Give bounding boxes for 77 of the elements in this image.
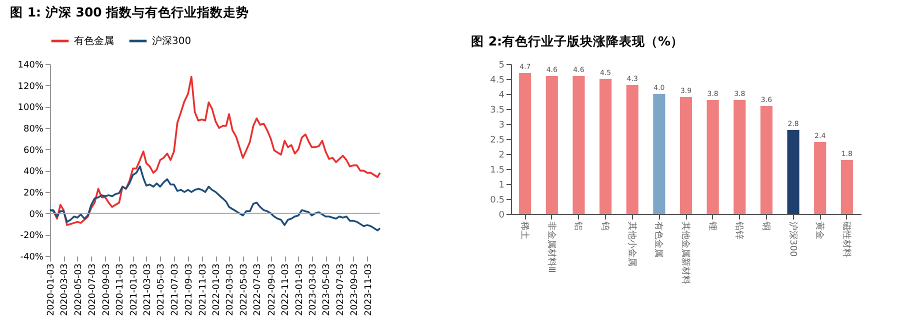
legend-label: 沪深300 xyxy=(152,35,192,47)
y-tick-label: -20% xyxy=(20,231,44,242)
x-tick-label: 铝 xyxy=(572,220,584,230)
y-tick-label: 140% xyxy=(18,60,44,70)
y-tick-label: 120% xyxy=(18,82,44,92)
y-tick-label: 60% xyxy=(23,146,44,156)
bar xyxy=(626,85,638,214)
y-tick-label: 0% xyxy=(29,210,44,220)
y-tick-label: 100% xyxy=(18,103,44,114)
x-tick-label: 2020-05-03 xyxy=(74,264,84,316)
bar xyxy=(600,79,612,214)
bar xyxy=(734,100,746,214)
x-tick-label: 其他金属新材料 xyxy=(680,222,691,284)
x-tick-label: 2021-03-03 xyxy=(142,264,153,316)
y-tick-label: 2.5 xyxy=(490,136,504,146)
x-tick-label: 2023-07-03 xyxy=(336,264,346,316)
x-tick-label: 2023-05-03 xyxy=(322,264,332,316)
x-tick-label: 2022-01-03 xyxy=(212,264,222,316)
x-tick-label: 2023-09-03 xyxy=(350,264,360,316)
x-tick-label: 2023-11-03 xyxy=(364,264,374,316)
x-tick-label: 2022-11-03 xyxy=(281,264,292,316)
x-tick-label: 2023-01-03 xyxy=(294,264,305,316)
bar xyxy=(680,97,692,214)
bar xyxy=(706,100,719,214)
bar xyxy=(572,76,585,214)
x-tick-label: 2022-07-03 xyxy=(253,264,264,316)
x-tick-label: 2021-11-03 xyxy=(198,264,208,316)
chart-title: 图 1: 沪深 300 指数与有色行业指数走势 xyxy=(10,4,250,20)
y-tick-label: 40% xyxy=(23,167,44,178)
x-tick-label: 2021-01-03 xyxy=(129,264,140,316)
x-tick-label: 2020-01-03 xyxy=(46,264,56,316)
y-tick-label: 1 xyxy=(498,180,504,190)
line-series xyxy=(49,166,381,232)
y-tick-label: 2 xyxy=(498,150,504,160)
bar xyxy=(840,160,853,214)
y-tick-label: 4 xyxy=(498,90,505,100)
y-tick-label: 1.5 xyxy=(490,166,504,176)
y-tick-label: -40% xyxy=(20,252,44,262)
y-tick-label: 4.5 xyxy=(490,76,504,86)
chart-title: 图 2:有色行业子版块涨降表现（%） xyxy=(471,34,684,48)
y-tick-label: 3.5 xyxy=(490,106,504,116)
legend-label: 有色金属 xyxy=(74,35,114,47)
x-tick-label: 2022-03-03 xyxy=(226,264,236,316)
x-tick-label: 钨 xyxy=(600,220,611,230)
x-tick-label: 其他小金属 xyxy=(626,222,638,266)
x-tick-label: 2021-05-03 xyxy=(156,264,167,316)
y-tick-label: 0.5 xyxy=(490,196,504,206)
x-tick-label: 2021-09-03 xyxy=(184,264,195,316)
x-tick-label: 黄金 xyxy=(814,222,826,240)
y-tick-label: 0 xyxy=(498,210,505,220)
x-tick-label: 2020-07-03 xyxy=(88,264,98,316)
x-tick-label: 有色金属 xyxy=(653,222,664,258)
x-tick-label: 2023-03-03 xyxy=(308,264,318,316)
x-tick-label: 2022-09-03 xyxy=(267,264,278,316)
y-tick-label: 80% xyxy=(23,124,44,134)
line-series xyxy=(49,76,381,226)
x-tick-label: 铜 xyxy=(760,220,772,230)
x-tick-label: 非金属材料Ⅲ xyxy=(546,222,557,273)
x-tick-label: 2021-07-03 xyxy=(170,264,180,316)
bar xyxy=(519,73,532,214)
x-tick-label: 沪深300 xyxy=(787,222,798,257)
x-tick-label: 磁性材料 xyxy=(840,220,852,258)
bar xyxy=(787,130,800,214)
x-tick-label: 2020-09-03 xyxy=(102,264,112,316)
y-tick-label: 3 xyxy=(498,120,504,130)
bar xyxy=(546,76,558,214)
y-tick-label: 5 xyxy=(498,60,504,70)
x-tick-label: 铅锌 xyxy=(734,220,745,240)
x-tick-label: 2020-03-03 xyxy=(60,264,70,316)
bar xyxy=(653,94,666,214)
bar xyxy=(760,106,772,214)
x-tick-label: 稀土 xyxy=(519,222,530,240)
x-tick-label: 锂 xyxy=(706,220,718,230)
y-tick-label: 20% xyxy=(23,188,44,198)
bar xyxy=(814,142,826,214)
x-tick-label: 2020-11-03 xyxy=(116,264,126,316)
x-tick-label: 2022-05-03 xyxy=(239,264,250,316)
